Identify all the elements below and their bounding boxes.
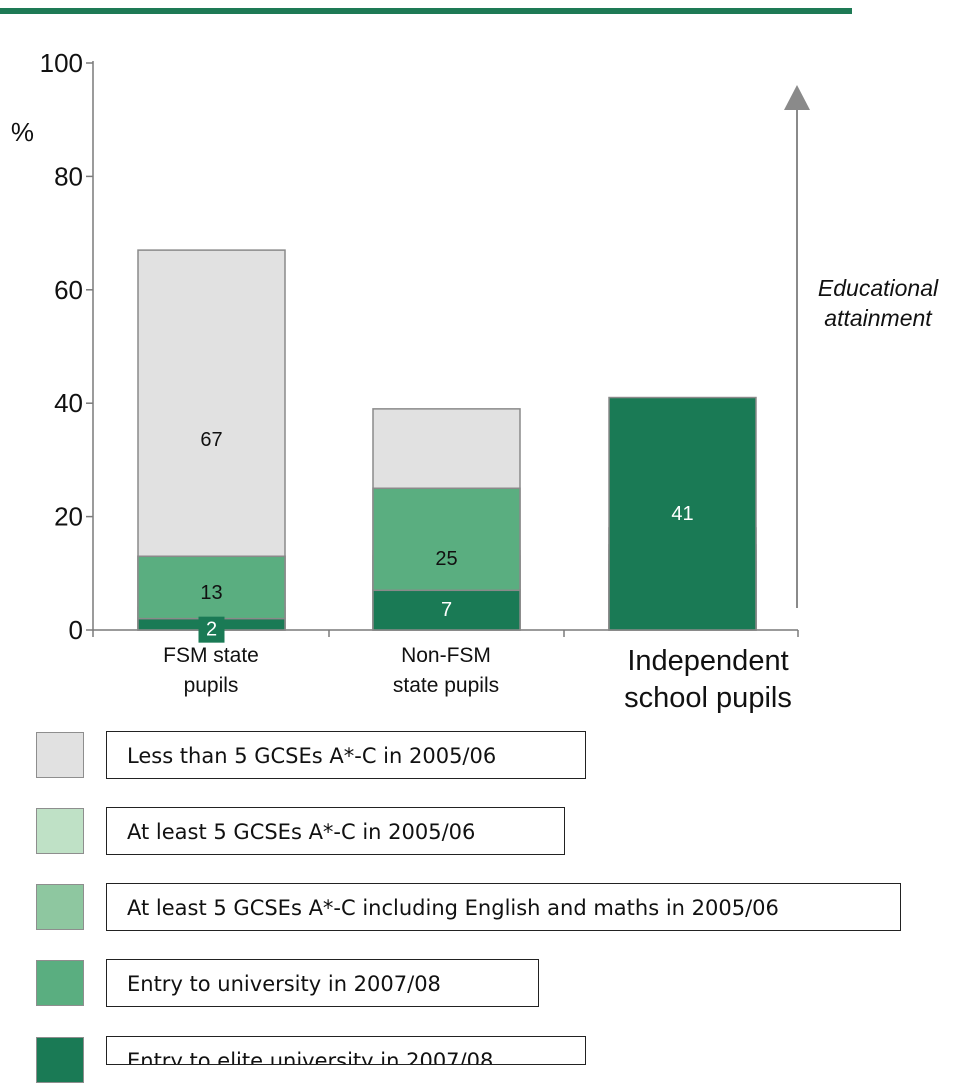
y-axis-unit-label: % — [11, 117, 34, 147]
legend-swatch — [36, 732, 84, 778]
data-label: 67 — [200, 429, 222, 451]
bar-segment — [608, 396, 757, 631]
data-label: 41 — [671, 503, 693, 525]
bar-segment — [372, 589, 521, 631]
attainment-arrow — [784, 85, 810, 608]
legend-label: Entry to elite university in 2007/08 — [127, 1049, 494, 1065]
y-axis: 0 20 40 60 80 100 — [40, 48, 94, 645]
y-tick-label: 20 — [54, 502, 83, 532]
category-label: state pupils — [393, 674, 499, 697]
legend-label: Entry to university in 2007/08 — [127, 972, 441, 996]
legend-swatch — [36, 1037, 84, 1083]
y-tick-label: 40 — [54, 388, 83, 418]
category-label: Non-FSM — [401, 644, 491, 667]
data-label: 13 — [200, 582, 222, 604]
legend-label-box: Entry to elite university in 2007/08 — [106, 1036, 586, 1065]
side-annotation-line-1: Educational — [818, 275, 939, 301]
arrow-head — [784, 85, 810, 110]
category-label: FSM state — [163, 644, 259, 667]
y-tick-label: 0 — [69, 615, 83, 645]
bars: 671341323913142571415121841 — [137, 249, 757, 643]
legend-swatch — [36, 960, 84, 1006]
category-label: pupils — [184, 674, 239, 697]
y-tick-label: 60 — [54, 275, 83, 305]
data-label: 2 — [206, 619, 217, 641]
legend-label: At least 5 GCSEs A*-C including English … — [127, 896, 779, 920]
legend-label: At least 5 GCSEs A*-C in 2005/06 — [127, 820, 476, 844]
legend-swatch — [36, 884, 84, 930]
y-tick-label: 100 — [40, 48, 83, 78]
y-tick-label: 80 — [54, 161, 83, 191]
legend-label-box: At least 5 GCSEs A*-C in 2005/06 — [106, 807, 565, 855]
legend-swatch — [36, 808, 84, 854]
category-label: school pupils — [624, 682, 792, 714]
category-label: Independent — [627, 645, 788, 677]
legend-label: Less than 5 GCSEs A*-C in 2005/06 — [127, 744, 497, 768]
side-annotation-line-2: attainment — [824, 305, 933, 331]
legend-label-box: Entry to university in 2007/08 — [106, 959, 539, 1007]
data-label: 7 — [441, 599, 452, 621]
data-label-badge — [198, 616, 225, 643]
legend-label-box: At least 5 GCSEs A*-C including English … — [106, 883, 901, 931]
data-label: 25 — [435, 548, 457, 570]
top-rule — [0, 8, 852, 14]
category-labels: FSM state pupils Non-FSM state pupils Indepe… — [163, 644, 792, 714]
legend-label-box: Less than 5 GCSEs A*-C in 2005/06 — [106, 731, 586, 779]
